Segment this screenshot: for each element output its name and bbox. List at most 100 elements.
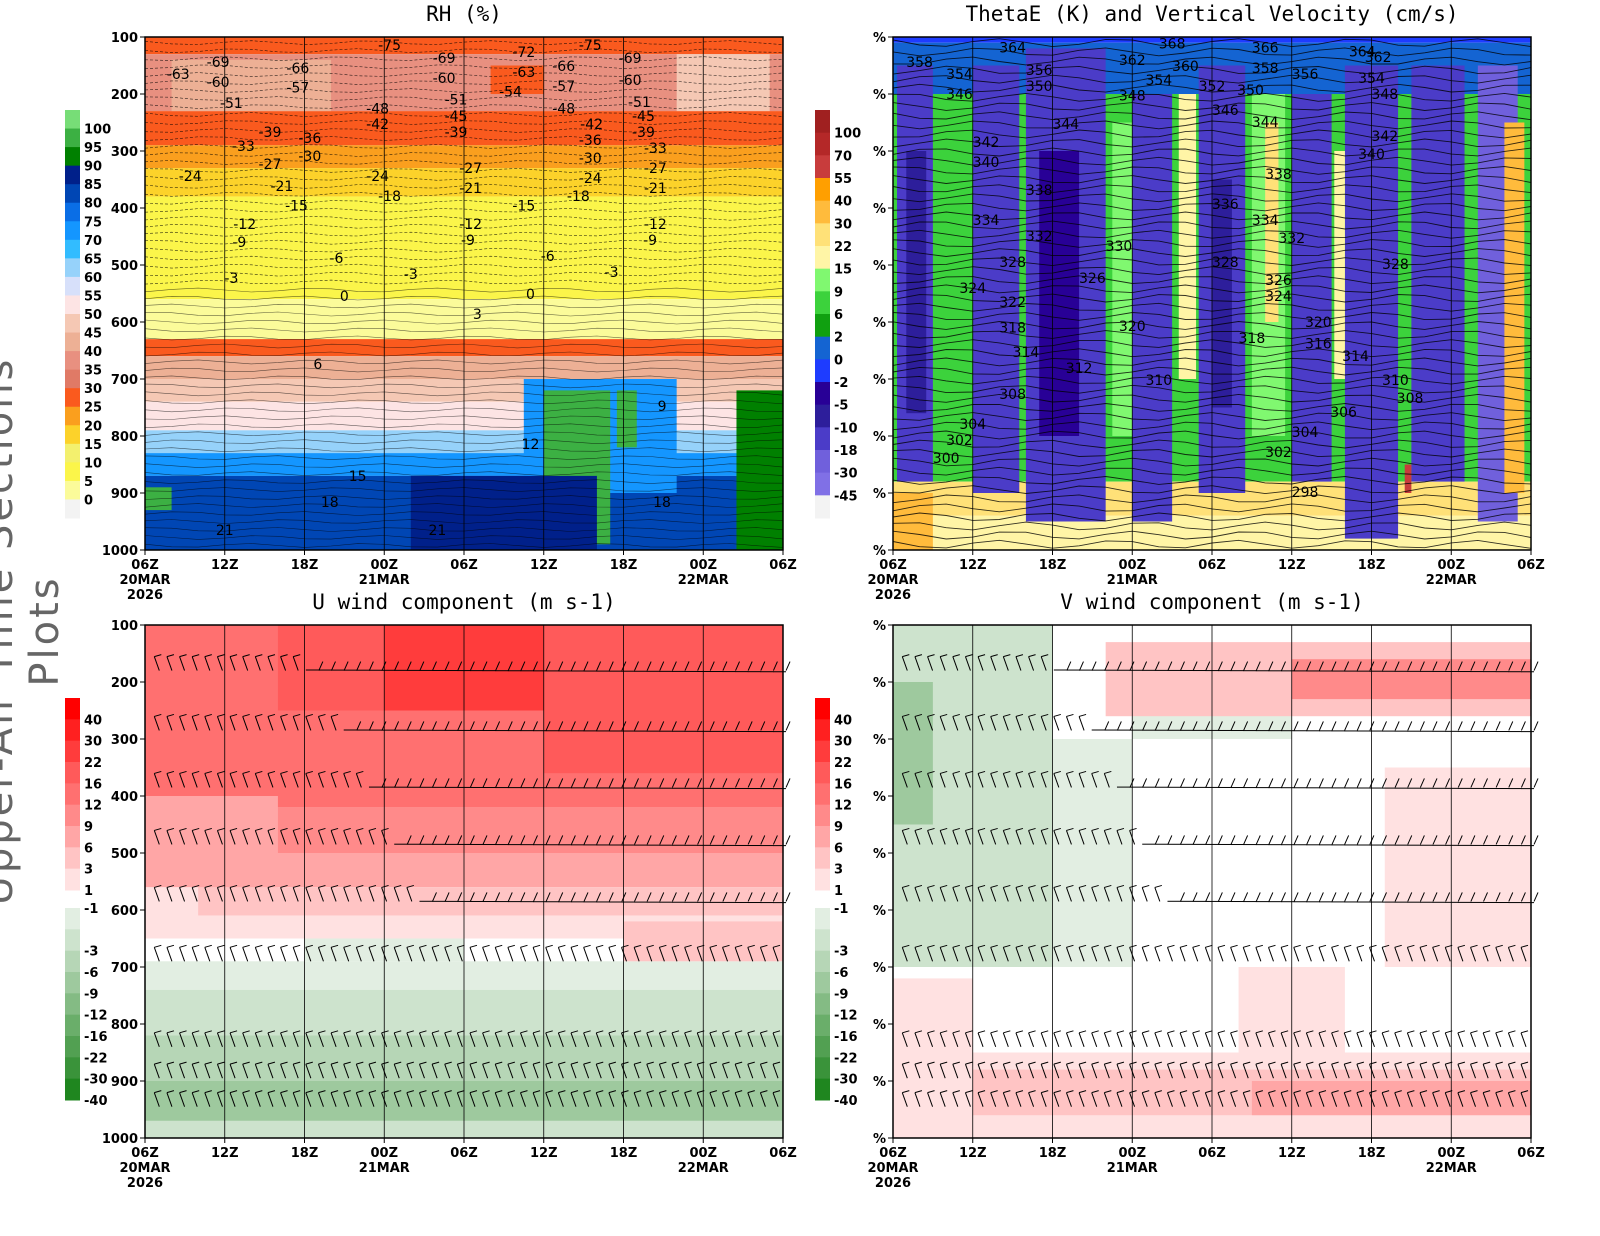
v-wind-barb: [1331, 1092, 1338, 1107]
u-wind-barb: [267, 1030, 276, 1034]
rh-contour-label: -9: [232, 235, 246, 251]
v-wind-barb: [927, 1030, 935, 1034]
v-wind-barb: [1445, 778, 1451, 788]
u-wind-barb: [570, 944, 579, 948]
v-wind-barb: [1053, 827, 1061, 831]
u-wind-barb: [583, 661, 589, 671]
v-colorbar-label: 16: [834, 777, 852, 792]
v-wind-barb: [1243, 721, 1249, 731]
u-wind-barb: [217, 827, 225, 831]
thetae-colorbar-swatch: [815, 132, 830, 156]
u-wind-barb: [520, 1030, 528, 1034]
u-wind-barb: [646, 835, 652, 845]
v-wind-barb: [1205, 1090, 1213, 1094]
v-y-tick-label: %: [873, 619, 886, 634]
u-wind-barb: [608, 721, 614, 731]
u-wind-barb: [520, 1092, 526, 1107]
u-wind-barb: [280, 1092, 287, 1107]
u-wind-barb: [204, 1061, 212, 1065]
u-wind-barb: [684, 1092, 691, 1107]
u-wind-barb: [394, 884, 402, 888]
u-wind-barb: [545, 1092, 552, 1107]
u-wind-barb: [153, 773, 160, 788]
u-wind-barb: [217, 1030, 225, 1034]
u-wind-barb: [419, 721, 425, 731]
v-wind-barb: [1091, 1030, 1099, 1034]
v-wind-barb: [952, 830, 959, 845]
v-wind-barb: [1078, 773, 1085, 788]
u-wind-barb: [431, 1032, 438, 1047]
thetae-shaded-region: [1178, 94, 1197, 379]
u-wind-barb: [192, 944, 200, 948]
u-wind-barb: [267, 827, 276, 831]
u-wind-barb: [507, 1092, 514, 1107]
v-wind-barb: [1470, 778, 1476, 788]
v-wind-barb: [977, 773, 984, 788]
v-wind-barb: [1053, 1090, 1061, 1094]
v-wind-barb: [1129, 827, 1137, 831]
thetae-contour-label: 300: [933, 451, 960, 467]
u-wind-barb: [520, 1063, 526, 1079]
v-wind-barb: [1419, 1030, 1428, 1034]
u-wind-barb: [621, 1032, 627, 1047]
u-wind-barb: [381, 1061, 389, 1065]
u-wind-barb: [153, 716, 160, 731]
u-wind-barb: [229, 1090, 238, 1094]
v-wind-barb: [1053, 713, 1061, 717]
u-wind-barb: [495, 1030, 503, 1034]
u-wind-barb: [292, 1032, 299, 1047]
v-colorbar-swatch: [815, 719, 830, 742]
u-wind-barb: [229, 944, 238, 948]
rh-colorbar-swatch: [65, 388, 80, 408]
v-wind-barb: [927, 1063, 934, 1079]
v-wind-barb: [1104, 1090, 1112, 1094]
u-wind-barb: [697, 1090, 705, 1094]
v-wind-barb: [1104, 1061, 1112, 1065]
u-wind-barb: [520, 1032, 526, 1047]
v-wind-barb: [1154, 1030, 1162, 1034]
u-wind-barb: [419, 1032, 425, 1047]
u-x-tick-label: 12Z: [530, 1146, 558, 1161]
rh-contour-line: [144, 112, 784, 117]
v-wind-barb: [1381, 1030, 1390, 1034]
u-wind-barb: [760, 835, 766, 845]
u-x-date-label: 20MAR: [119, 1161, 170, 1176]
u-wind-barb: [191, 773, 198, 788]
u-wind-barb: [229, 1092, 236, 1107]
v-wind-barb: [1520, 892, 1526, 902]
u-wind-barb: [495, 892, 501, 902]
u-wind-barb: [608, 661, 614, 671]
u-wind-barb: [317, 773, 324, 788]
thetae-x-tick-label: 00Z: [1437, 558, 1465, 573]
rh-contour-label: -57: [286, 81, 309, 97]
v-wind-barb: [1167, 778, 1173, 788]
v-wind-barb: [1028, 716, 1035, 731]
u-wind-barb: [204, 1032, 211, 1047]
u-wind-barb: [394, 1061, 402, 1065]
u-wind-barb: [179, 887, 186, 902]
v-wind-barb: [1053, 830, 1060, 845]
v-wind-barb: [1192, 661, 1198, 671]
v-wind-barb: [1369, 1090, 1377, 1094]
u-wind-barb: [772, 947, 779, 962]
u-colorbar-swatch: [65, 698, 80, 720]
v-wind-barb: [914, 827, 923, 831]
rh-contour-label: -18: [378, 189, 401, 205]
v-wind-barb: [902, 1030, 910, 1034]
u-y-tick-label: 800: [111, 1018, 138, 1033]
thetae-contour-label: 364: [1349, 44, 1376, 60]
rh-contour-label: -6: [329, 251, 343, 267]
u-wind-barb: [608, 1090, 617, 1094]
v-colorbar-label: -22: [834, 1051, 858, 1066]
v-wind-barb: [1344, 1030, 1352, 1034]
thetae-contour-label: 324: [1265, 289, 1292, 305]
u-wind-barb: [495, 1061, 503, 1065]
u-wind-barb: [697, 778, 703, 788]
rh-colorbar-swatch: [65, 369, 80, 389]
v-wind-barb: [952, 1061, 960, 1065]
v-wind-barb: [1432, 944, 1440, 948]
rh-colorbar-swatch: [65, 239, 80, 259]
v-wind-barb: [1268, 778, 1274, 788]
v-wind-barb: [1432, 661, 1438, 671]
u-wind-barb: [330, 770, 339, 774]
